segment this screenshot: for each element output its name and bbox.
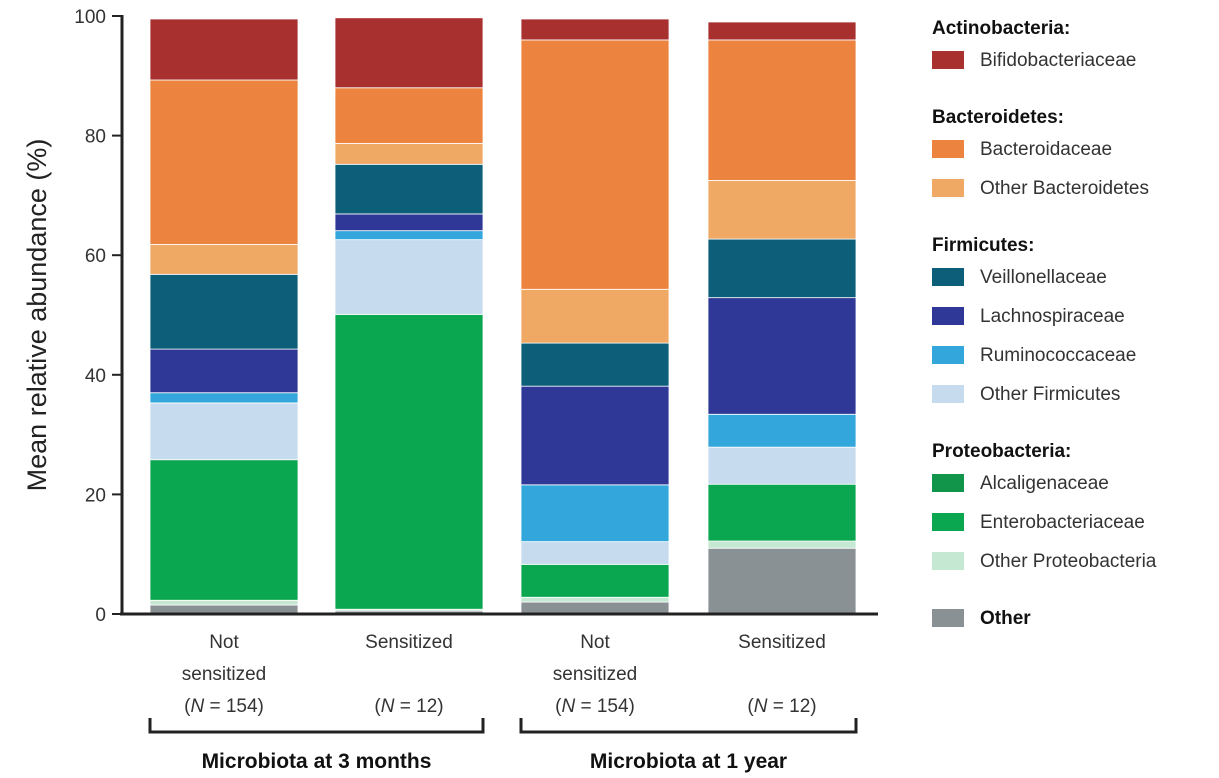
bar-segment-veillonellaceae-3 [520, 342, 670, 387]
legend-label-other-firmicutes: Other Firmicutes [980, 384, 1120, 405]
legend-swatch-other [932, 609, 964, 627]
legend-swatch-alcaligenaceae [932, 474, 964, 492]
bar-segment-enterobacteriaceae-2 [334, 314, 484, 610]
legend-swatch-bifidobacteriaceae [932, 51, 964, 69]
legend-label-lachnospiraceae: Lachnospiraceae [980, 306, 1125, 327]
legend-label-enterobacteriaceae: Enterobacteriaceae [980, 512, 1145, 533]
bar-segment-bacteroidaceae-1 [149, 79, 299, 245]
bar-segment-bifidobacteriaceae-1 [149, 18, 299, 81]
legend-swatch-lachnospiraceae [932, 307, 964, 325]
group-bracket-1 [148, 718, 485, 734]
bar-segment-other-firmicutes-3 [520, 541, 670, 565]
legend-group-proteobacteria: Proteobacteria: [932, 441, 1071, 462]
group-bracket-2 [519, 718, 858, 734]
category-sublabel-1: sensitized [182, 664, 267, 685]
bar-segment-ruminococcaceae-3 [520, 484, 670, 543]
bar-segment-ruminococcaceae-4 [707, 413, 857, 448]
legend-label-alcaligenaceae: Alcaligenaceae [980, 473, 1109, 494]
bar-segment-lachnospiraceae-3 [520, 385, 670, 486]
legend-swatch-other-firmicutes [932, 385, 964, 403]
bar-segment-lachnospiraceae-1 [149, 348, 299, 394]
legend-label-ruminococcaceae: Ruminococcaceae [980, 345, 1136, 366]
group-label-1: Microbiota at 3 months [202, 750, 432, 773]
bar-segment-other-firmicutes-1 [149, 402, 299, 461]
legend-group-bacteroidetes: Bacteroidetes: [932, 107, 1064, 128]
legend-group-actinobacteria: Actinobacteria: [932, 18, 1070, 39]
legend-label-veillonellaceae: Veillonellaceae [980, 267, 1107, 288]
bar-segment-other-bacteroidetes-2 [334, 142, 484, 165]
legend-swatch-other-proteobacteria [932, 552, 964, 570]
y-axis-title: Mean relative abundance (%) [22, 139, 52, 492]
bar-segment-other-bacteroidetes-1 [149, 244, 299, 275]
y-tick-label-40: 40 [85, 366, 106, 387]
bar-segment-ruminococcaceae-2 [334, 230, 484, 241]
category-n-label-2: (N = 12) [374, 696, 443, 717]
legend-label-other-bacteroidetes: Other Bacteroidetes [980, 178, 1149, 199]
bars-layer [149, 17, 857, 615]
legend-label-other: Other [980, 608, 1031, 629]
category-label-1: Not [209, 632, 239, 653]
bar-segment-bifidobacteriaceae-4 [707, 21, 857, 41]
category-sublabel-3: sensitized [553, 664, 638, 685]
bar-segment-bifidobacteriaceae-2 [334, 17, 484, 89]
y-tick-label-60: 60 [85, 246, 106, 267]
bar-segment-other-firmicutes-2 [334, 239, 484, 315]
bar-segment-veillonellaceae-1 [149, 273, 299, 350]
bar-segment-lachnospiraceae-2 [334, 213, 484, 232]
bar-segment-other-3 [520, 601, 670, 615]
bar-segment-other-proteobacteria-1 [149, 599, 299, 606]
bar-segment-other-proteobacteria-4 [707, 540, 857, 549]
legend-swatch-enterobacteriaceae [932, 513, 964, 531]
legend-swatch-veillonellaceae [932, 268, 964, 286]
bar-segment-bifidobacteriaceae-3 [520, 18, 670, 41]
legend-label-bifidobacteriaceae: Bifidobacteriaceae [980, 50, 1136, 71]
category-n-label-1: (N = 154) [184, 696, 264, 717]
category-label-4: Sensitized [738, 632, 826, 653]
bar-segment-enterobacteriaceae-3 [520, 563, 670, 598]
bar-segment-ruminococcaceae-1 [149, 392, 299, 404]
legend-label-other-proteobacteria: Other Proteobacteria [980, 551, 1157, 572]
bar-segment-bacteroidaceae-2 [334, 87, 484, 144]
legend-swatch-bacteroidaceae [932, 140, 964, 158]
bar-segment-other-proteobacteria-3 [520, 596, 670, 603]
legend-swatch-ruminococcaceae [932, 346, 964, 364]
category-label-3: Not [580, 632, 610, 653]
bar-segment-bacteroidaceae-3 [520, 39, 670, 290]
bar-segment-other-bacteroidetes-4 [707, 180, 857, 240]
bar-segment-bacteroidaceae-4 [707, 39, 857, 181]
legend: Actinobacteria: Bifidobacteriaceae Bactero… [932, 18, 1157, 629]
bar-segment-other-bacteroidetes-3 [520, 288, 670, 344]
bar-segment-other-4 [707, 547, 857, 615]
y-tick-label-100: 100 [74, 7, 106, 28]
y-tick-label-20: 20 [85, 485, 106, 506]
bar-segment-veillonellaceae-4 [707, 238, 857, 299]
legend-group-firmicutes: Firmicutes: [932, 235, 1034, 256]
legend-label-bacteroidaceae: Bacteroidaceae [980, 139, 1112, 160]
bar-segment-veillonellaceae-2 [334, 163, 484, 215]
bar-segment-enterobacteriaceae-4 [707, 483, 857, 542]
category-n-label-3: (N = 154) [555, 696, 635, 717]
group-label-2: Microbiota at 1 year [590, 750, 787, 773]
axes-layer: 0 20 40 60 80 100 [74, 7, 878, 626]
category-n-label-4: (N = 12) [747, 696, 816, 717]
legend-swatch-other-bacteroidetes [932, 179, 964, 197]
category-label-2: Sensitized [365, 632, 453, 653]
y-tick-label-0: 0 [95, 605, 106, 626]
bar-segment-other-firmicutes-4 [707, 446, 857, 485]
bar-segment-enterobacteriaceae-1 [149, 459, 299, 601]
labels-layer: Mean relative abundance (%) Not sensitized… [22, 139, 858, 773]
y-tick-label-80: 80 [85, 127, 106, 148]
bar-segment-lachnospiraceae-4 [707, 297, 857, 415]
